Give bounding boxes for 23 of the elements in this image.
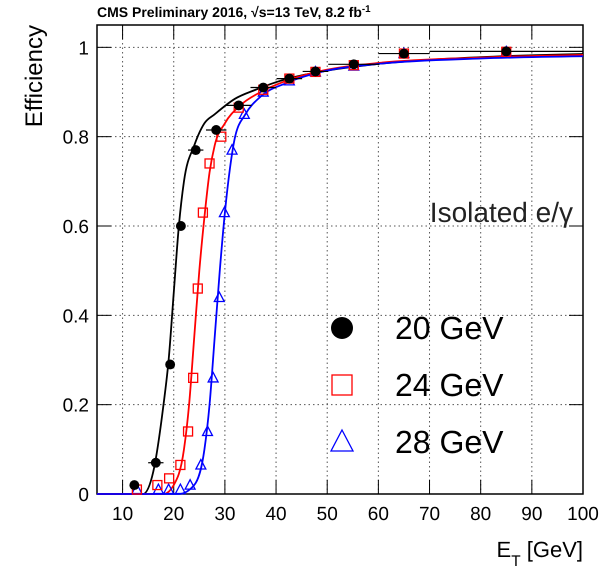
x-tick-label: 80	[470, 504, 492, 525]
x-axis-title: E$_{T}$ [GeV]	[496, 537, 583, 570]
y-tick-label: 0.8	[62, 128, 89, 149]
y-tick-label: 1	[78, 38, 89, 60]
x-tick-label: 10	[112, 504, 134, 525]
x-tick-label: 50	[316, 504, 338, 525]
x-tick-label: 40	[265, 504, 287, 525]
legend-label: 24 GeV	[395, 367, 504, 403]
legend-label: 20 GeV	[395, 310, 504, 346]
x-tick-label: 30	[214, 504, 236, 525]
x-tick-label: 100	[567, 504, 599, 525]
x-tick-label: 70	[418, 504, 440, 525]
x-tick-label: 20	[163, 504, 184, 525]
y-tick-label: 0.2	[62, 396, 89, 417]
y-axis-title: Efficiency	[21, 25, 48, 128]
chart-title: CMS Preliminary 2016, √s=13 TeV, 8.2 fb$^{-1}$	[97, 4, 372, 20]
x-tick-label: 60	[368, 504, 389, 525]
y-tick-label: 0	[78, 485, 89, 506]
y-tick-label: 0.6	[62, 217, 89, 238]
legend-label: 28 GeV	[395, 424, 504, 460]
y-tick-label: 0.4	[62, 306, 90, 328]
annotation: Isolated e/γ	[430, 197, 573, 228]
x-tick-label: 90	[521, 504, 542, 525]
